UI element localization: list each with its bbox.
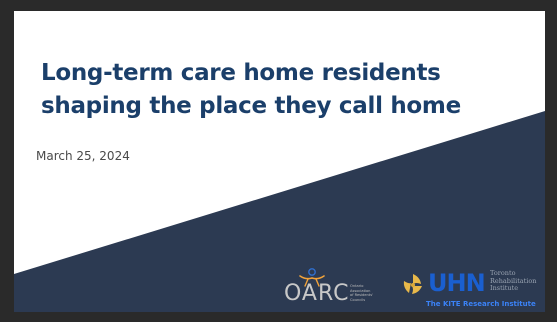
slide-title: Long-term care home residents shaping th… xyxy=(41,57,501,123)
diagonal-dark-band xyxy=(14,111,545,312)
uhn-institute-name: Toronto Rehabilitation Institute xyxy=(490,269,537,293)
oarc-tagline-line: Association xyxy=(350,288,371,293)
slide-background xyxy=(14,11,545,312)
oarc-letters: OARC xyxy=(284,281,350,306)
oarc-logo: OARC Ontario Association of Residents' C… xyxy=(284,267,388,307)
oarc-tagline-line: Ontario xyxy=(350,284,364,288)
kite-research-band: The KITE Research Institute xyxy=(426,300,536,308)
uhn-emblem-icon xyxy=(403,274,422,294)
slide-date: March 25, 2024 xyxy=(36,149,130,163)
uhn-institute-line: Rehabilitation xyxy=(490,276,537,285)
uhn-institute-line: Institute xyxy=(490,284,519,292)
uhn-institute-line: Toronto xyxy=(490,269,516,277)
oarc-tagline: Ontario Association of Residents' Counci… xyxy=(350,284,390,302)
person-figure-icon xyxy=(299,268,325,287)
uhn-logo: UHN Toronto Rehabilitation Institute The… xyxy=(400,267,542,311)
slide-title-line-2: shaping the place they call home xyxy=(41,93,461,119)
slide: Long-term care home residents shaping th… xyxy=(14,11,545,312)
oarc-tagline-line: of Residents' xyxy=(350,293,374,297)
uhn-wordmark: UHN xyxy=(428,269,486,297)
oarc-tagline-line: Councils xyxy=(350,297,366,302)
slide-title-line-1: Long-term care home residents xyxy=(41,60,441,86)
